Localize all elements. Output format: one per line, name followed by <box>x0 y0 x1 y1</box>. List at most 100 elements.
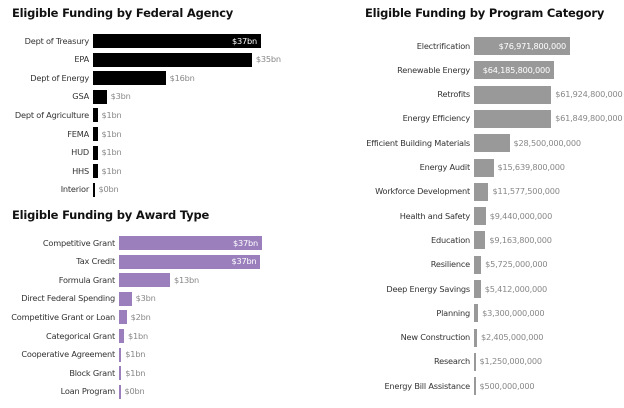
award-value-label: $1bn <box>125 349 146 360</box>
agency-category-label: Dept of Energy <box>30 72 89 83</box>
program-category-label: Health and Safety <box>399 210 470 221</box>
program-chart-title: Eligible Funding by Program Category <box>365 6 605 20</box>
program-category-label: Deep Energy Savings <box>386 283 470 294</box>
program-category-label: Electrification <box>416 40 470 51</box>
program-bar[interactable] <box>474 352 476 371</box>
award-bar[interactable] <box>119 310 127 325</box>
program-value-label: $11,577,500,000 <box>492 186 560 197</box>
program-value-label: $61,849,800,000 <box>555 113 623 124</box>
program-value-label: $5,725,000,000 <box>485 259 548 270</box>
program-category-label: Planning <box>436 307 470 318</box>
agency-bar[interactable] <box>93 182 95 197</box>
award-value-label: $2bn <box>130 311 151 322</box>
program-value-label: $64,185,800,000 <box>482 64 551 75</box>
program-bar[interactable] <box>474 207 486 226</box>
program-category-label: Resilience <box>430 259 470 270</box>
program-value-label: $3,300,000,000 <box>482 307 545 318</box>
agency-bar[interactable] <box>93 52 252 67</box>
award-category-label: Formula Grant <box>58 274 115 285</box>
agency-value-label: $0bn <box>98 184 119 195</box>
agency-bar[interactable] <box>93 145 98 160</box>
program-value-label: $1,250,000,000 <box>479 356 543 367</box>
agency-bar[interactable] <box>93 71 166 86</box>
award-bar[interactable] <box>119 236 262 250</box>
award-category-label: Direct Federal Spending <box>21 293 115 304</box>
award-category-label: Tax Credit <box>76 256 115 267</box>
award-category-label: Competitive Grant <box>42 237 115 248</box>
agency-category-label: HHS <box>72 165 89 176</box>
program-category-label: Energy Audit <box>419 162 471 172</box>
program-value-label: $76,971,800,000 <box>498 40 567 51</box>
program-bar[interactable] <box>474 304 479 323</box>
program-category-label: Education <box>431 234 470 245</box>
agency-chart-title: Eligible Funding by Federal Agency <box>12 6 234 20</box>
program-category-label: Energy Bill Assistance <box>384 380 470 391</box>
agency-category-label: GSA <box>72 91 89 102</box>
agency-bar[interactable] <box>93 164 98 179</box>
award-value-label: $1bn <box>127 330 148 341</box>
agency-value-label: $1bn <box>101 165 122 176</box>
award-value-label: $37bn <box>232 237 258 248</box>
agency-category-label: EPA <box>74 54 89 65</box>
award-category-label: Competitive Grant or Loan <box>11 311 115 322</box>
program-category-label: Workforce Development <box>375 186 470 197</box>
agency-bar[interactable] <box>93 127 98 141</box>
agency-bar[interactable] <box>93 89 107 104</box>
program-bar[interactable] <box>474 255 482 274</box>
award-value-label: $3bn <box>135 293 156 304</box>
award-value-label: $0bn <box>124 386 145 397</box>
agency-value-label: $16bn <box>169 72 195 83</box>
award-bar[interactable] <box>119 347 122 362</box>
award-bar[interactable] <box>119 291 132 306</box>
agency-category-label: Dept of Treasury <box>24 35 90 46</box>
program-bar[interactable] <box>474 37 570 55</box>
program-bar[interactable] <box>474 134 510 153</box>
program-category-label: Research <box>434 356 470 367</box>
program-bar[interactable] <box>474 85 552 104</box>
award-category-label: Block Grant <box>69 367 115 378</box>
award-bar[interactable] <box>119 329 124 343</box>
agency-value-label: $1bn <box>101 109 122 120</box>
agency-value-label: $3bn <box>110 91 131 102</box>
program-category-label: Efficient Building Materials <box>366 137 470 148</box>
program-bar[interactable] <box>474 328 477 347</box>
award-value-label: $13bn <box>173 274 199 285</box>
agency-bar[interactable] <box>93 108 98 123</box>
agency-bar[interactable] <box>93 34 261 48</box>
program-value-label: $61,924,800,000 <box>555 89 623 100</box>
agency-value-label: $1bn <box>101 147 122 158</box>
agency-category-label: Interior <box>60 184 89 195</box>
agency-category-label: Dept of Agriculture <box>14 109 89 120</box>
program-bar[interactable] <box>474 231 486 250</box>
agency-value-label: $1bn <box>101 128 122 139</box>
program-bar[interactable] <box>474 158 494 177</box>
program-bar[interactable] <box>474 109 552 128</box>
program-value-label: $2,405,000,000 <box>480 332 544 343</box>
award-bar[interactable] <box>119 384 121 399</box>
program-value-label: $9,163,800,000 <box>489 234 552 245</box>
program-category-label: Energy Efficiency <box>402 113 471 124</box>
agency-category-label: HUD <box>71 147 89 158</box>
program-category-label: Renewable Energy <box>397 64 470 75</box>
program-bar[interactable] <box>474 182 489 201</box>
award-category-label: Cooperative Agreement <box>21 349 115 360</box>
award-value-label: $37bn <box>231 256 257 267</box>
award-bar[interactable] <box>119 366 122 381</box>
award-chart-title: Eligible Funding by Award Type <box>12 208 210 222</box>
award-category-label: Categorical Grant <box>46 330 115 341</box>
program-value-label: $500,000,000 <box>479 380 535 391</box>
award-value-label: $1bn <box>125 367 146 378</box>
agency-value-label: $37bn <box>231 35 257 46</box>
program-bar[interactable] <box>474 280 481 298</box>
award-bar[interactable] <box>119 254 261 269</box>
award-bar[interactable] <box>119 273 170 288</box>
program-value-label: $9,440,000,000 <box>489 210 553 221</box>
award-category-label: Loan Program <box>60 386 116 397</box>
program-value-label: $15,639,800,000 <box>497 162 566 172</box>
program-bar[interactable] <box>474 377 476 396</box>
program-value-label: $28,500,000,000 <box>513 137 582 148</box>
program-value-label: $5,412,000,000 <box>484 283 548 294</box>
agency-value-label: $35bn <box>255 54 281 65</box>
program-category-label: New Construction <box>400 332 471 343</box>
program-bar[interactable] <box>474 61 555 80</box>
